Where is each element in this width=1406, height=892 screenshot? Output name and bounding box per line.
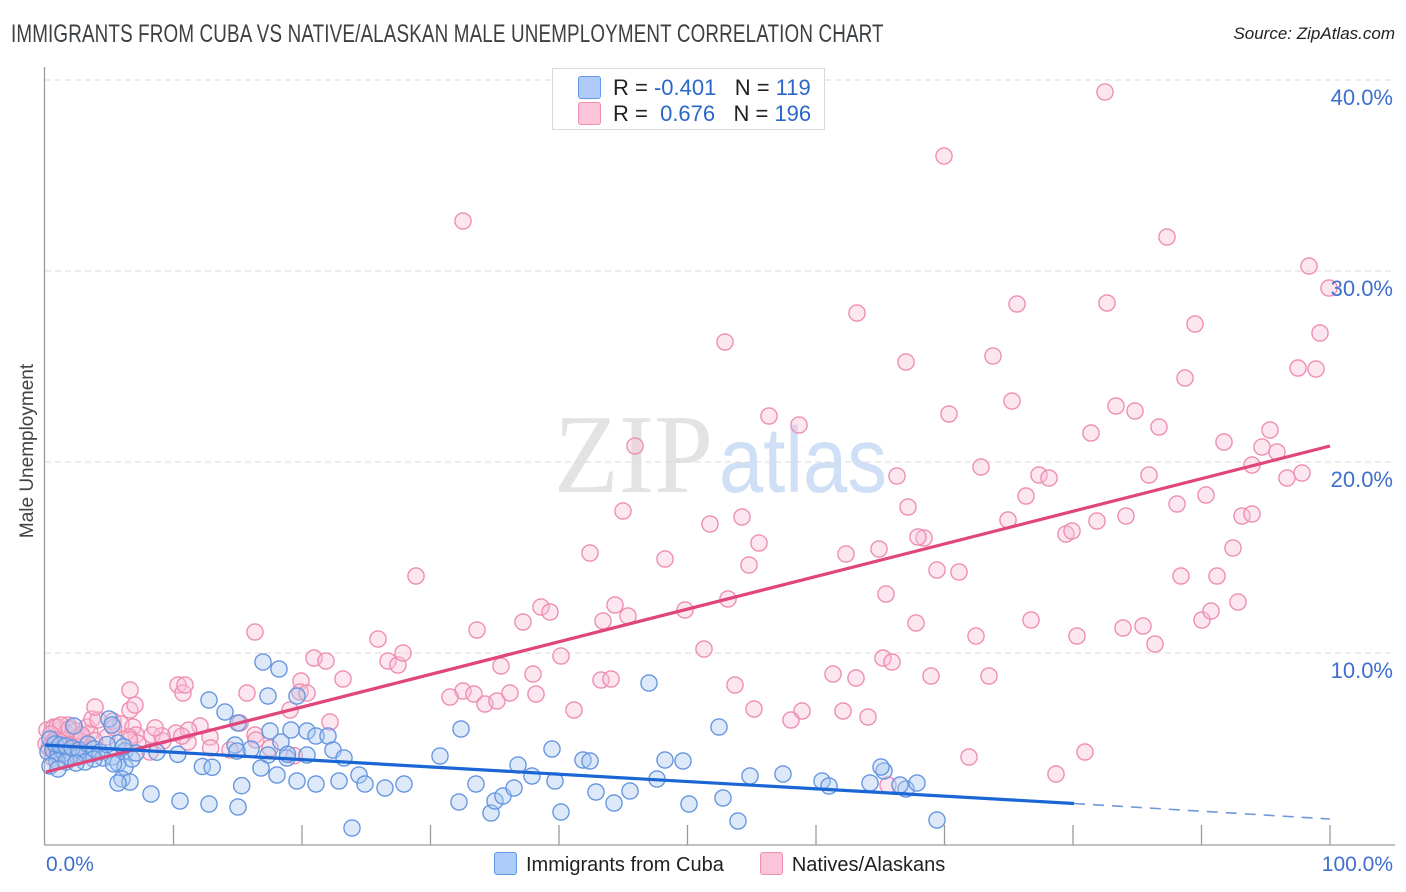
- svg-text:atlas: atlas: [719, 408, 887, 512]
- svg-text:20.0%: 20.0%: [1331, 467, 1393, 492]
- svg-text:40.0%: 40.0%: [1331, 85, 1393, 110]
- svg-text:ZIP: ZIP: [554, 393, 713, 517]
- svg-text:30.0%: 30.0%: [1331, 276, 1393, 301]
- svg-text:10.0%: 10.0%: [1331, 658, 1393, 683]
